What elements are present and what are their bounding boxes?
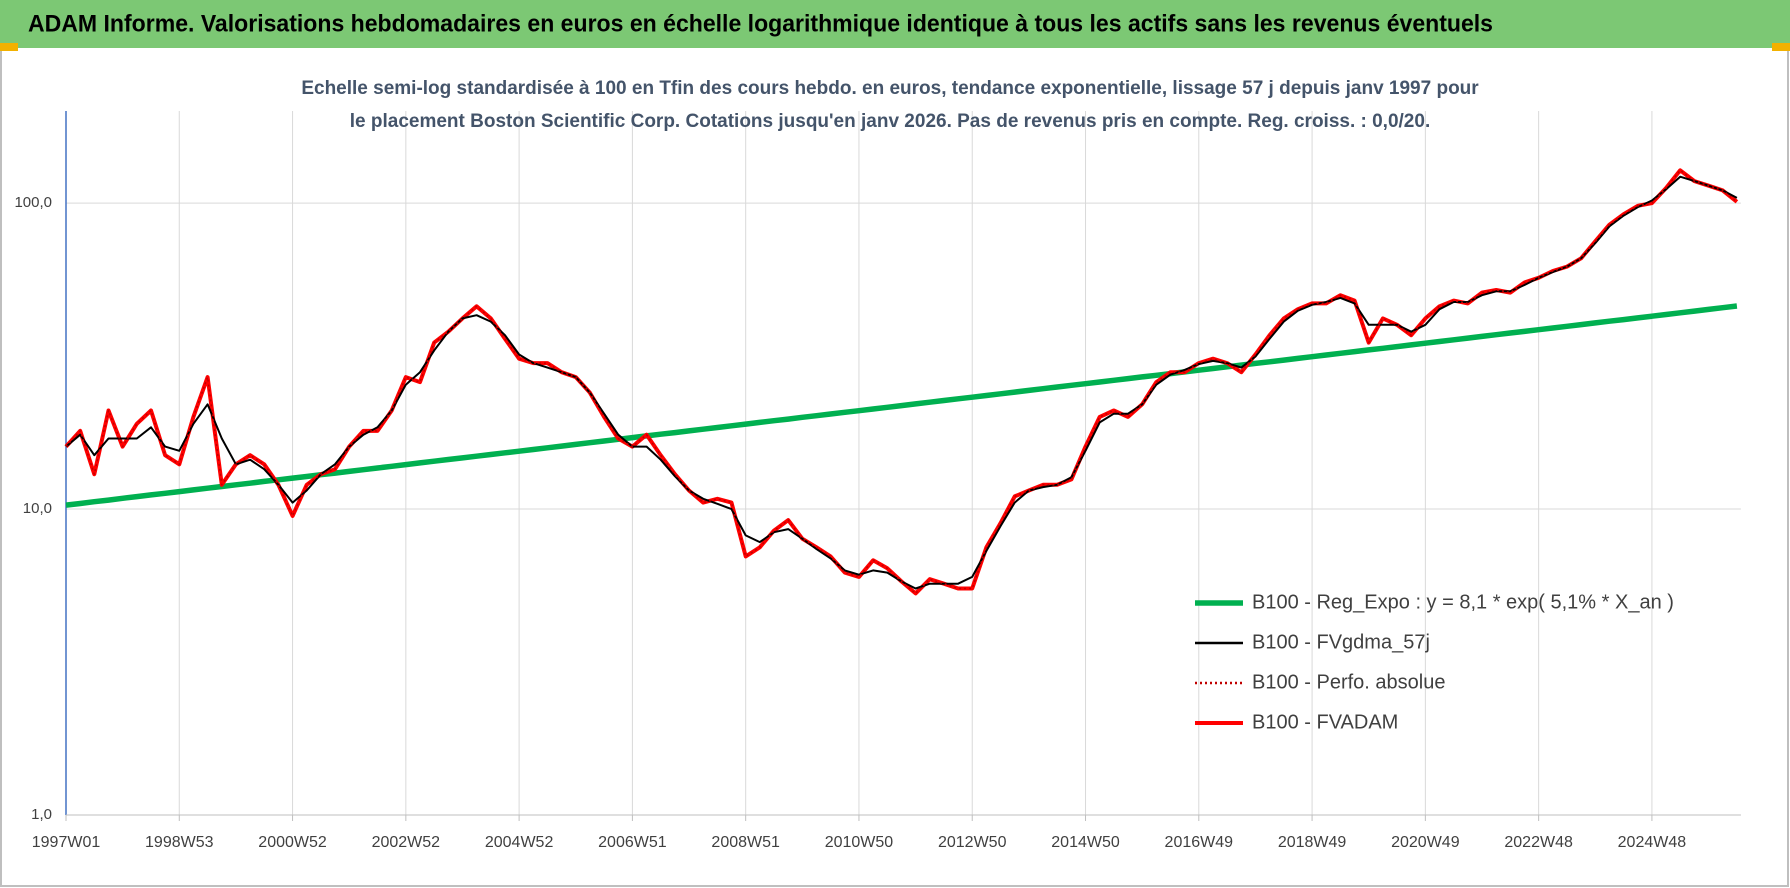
corner-mark bbox=[0, 43, 18, 51]
x-tick-label: 1998W53 bbox=[145, 834, 214, 851]
x-tick-label: 2014W50 bbox=[1051, 834, 1120, 851]
x-tick-label: 2012W50 bbox=[938, 834, 1007, 851]
legend-label: B100 - FVgdma_57j bbox=[1252, 631, 1430, 653]
x-tick-label: 2008W51 bbox=[711, 834, 780, 851]
x-tick-label: 2020W49 bbox=[1391, 834, 1460, 851]
y-tick-label: 10,0 bbox=[23, 500, 52, 517]
header-bar bbox=[0, 0, 1790, 48]
series-line bbox=[65, 303, 1738, 508]
x-tick-label: 2006W51 bbox=[598, 834, 667, 851]
legend-label: B100 - Reg_Expo : y = 8,1 * exp( 5,1% * … bbox=[1252, 591, 1674, 613]
header-title: ADAM Informe. Valorisations hebdomadaire… bbox=[28, 10, 1493, 37]
x-tick-label: 2000W52 bbox=[258, 834, 327, 851]
x-tick-label: 2024W48 bbox=[1618, 834, 1687, 851]
legend-label: B100 - Perfo. absolue bbox=[1252, 671, 1445, 693]
x-tick-label: 2018W49 bbox=[1278, 834, 1347, 851]
y-tick-label: 100,0 bbox=[14, 194, 52, 211]
chart-title: Echelle semi-log standardisée à 100 en T… bbox=[301, 78, 1479, 132]
y-tick-label: 1,0 bbox=[31, 806, 52, 823]
x-tick-label: 1997W01 bbox=[32, 834, 101, 851]
legend-label: B100 - FVADAM bbox=[1252, 711, 1398, 733]
x-tick-label: 2010W50 bbox=[825, 834, 894, 851]
x-tick-label: 2016W49 bbox=[1165, 834, 1234, 851]
series-line bbox=[65, 169, 1738, 595]
x-tick-label: 2004W52 bbox=[485, 834, 554, 851]
frame bbox=[0, 46, 1789, 887]
x-tick-label: 2022W48 bbox=[1504, 834, 1573, 851]
x-tick-label: 2002W52 bbox=[372, 834, 441, 851]
corner-mark bbox=[1772, 43, 1790, 51]
